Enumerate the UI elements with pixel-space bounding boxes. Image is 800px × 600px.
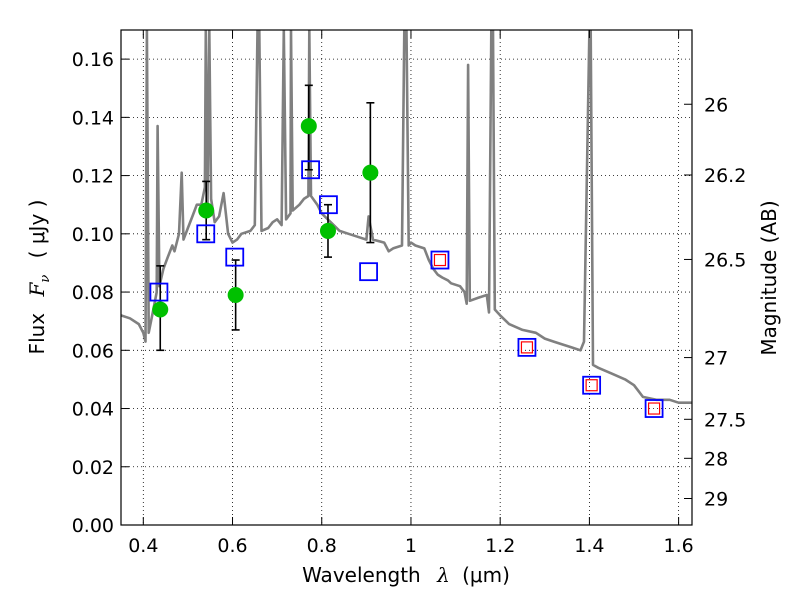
y-tick-label: 0.10 — [72, 224, 114, 246]
y-tick-label: 0.06 — [72, 340, 114, 362]
model-photometry-square — [582, 375, 602, 395]
model-photometry-square — [225, 247, 245, 267]
model-photometry-square — [149, 282, 169, 302]
y2-tick-label: 27 — [704, 348, 728, 370]
y2-tick-label: 28 — [704, 448, 728, 470]
y-tick-label: 0.12 — [72, 166, 114, 188]
x-axis-label: Wavelength λ (μm) — [302, 563, 510, 587]
prediction-square — [585, 379, 598, 392]
x-axis-label-symbol: λ — [436, 563, 450, 587]
x-axis-label-text: Wavelength — [302, 563, 421, 587]
y2-tick-label: 26 — [704, 94, 728, 116]
prediction-square — [520, 341, 534, 354]
prediction-square — [647, 402, 661, 415]
x-tick-label: 1 — [405, 535, 417, 557]
y-tick-label: 0.16 — [72, 49, 114, 71]
y-tick-label: 0.14 — [72, 107, 114, 129]
y2-tick-label: 26.5 — [704, 249, 746, 271]
observed-flux-point — [198, 202, 215, 219]
x-tick-label: 0.4 — [128, 535, 158, 557]
y-tick-label: 0.02 — [72, 457, 114, 479]
observed-flux-point — [152, 301, 169, 318]
plot-frame — [120, 29, 693, 526]
observed-flux-point — [300, 118, 317, 135]
plot-area — [121, 30, 692, 418]
y-axis-label-subscript: ν — [38, 275, 53, 283]
y-axis-label-unit: ( μJy ) — [25, 200, 49, 259]
observed-flux-point — [319, 222, 336, 239]
y-axis-label: Flux Fν ( μJy ) — [25, 200, 54, 355]
model-photometry-square — [196, 224, 216, 244]
y-axis-label-symbol: F — [25, 282, 49, 298]
prediction-square — [433, 253, 447, 267]
x-tick-label: 0.8 — [307, 535, 337, 557]
y2-tick-label: 27.5 — [704, 409, 746, 431]
model-photometry-square — [301, 160, 320, 180]
model-photometry-square — [517, 337, 537, 357]
x-tick-label: 1.4 — [574, 535, 604, 557]
y2-tick-label: 26.2 — [704, 165, 746, 187]
model-photometry-square — [319, 195, 338, 215]
model-photometry-square — [430, 250, 450, 270]
x-tick-label: 0.6 — [217, 535, 247, 557]
observed-flux-point — [227, 286, 244, 303]
sed-model-line — [121, 30, 692, 404]
y2-tick-label: 29 — [704, 489, 728, 511]
x-tick-label: 1.2 — [485, 535, 515, 557]
model-photometry-square — [359, 262, 378, 282]
y-tick-label: 0.04 — [72, 399, 114, 421]
y-axis-label-text: Flux — [25, 313, 49, 355]
x-axis-label-unit: (μm) — [462, 563, 510, 587]
y2-axis-label: Magnitude (AB) — [757, 200, 781, 355]
observed-flux-point — [362, 164, 379, 181]
model-photometry-square — [644, 399, 664, 418]
y-tick-label: 0.00 — [72, 515, 114, 537]
grid — [121, 30, 692, 526]
y-tick-label: 0.08 — [72, 282, 114, 304]
axis-ticks: 0.4 0.6 0.8 1 1.2 1.4 1.6 0.00 0.02 0.04 0.06 0.08 0… — [72, 30, 746, 557]
x-tick-label: 1.6 — [664, 535, 694, 557]
